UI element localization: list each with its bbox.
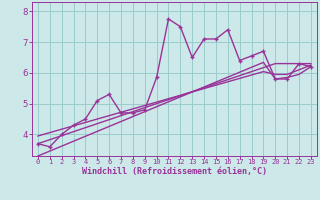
X-axis label: Windchill (Refroidissement éolien,°C): Windchill (Refroidissement éolien,°C)	[82, 167, 267, 176]
